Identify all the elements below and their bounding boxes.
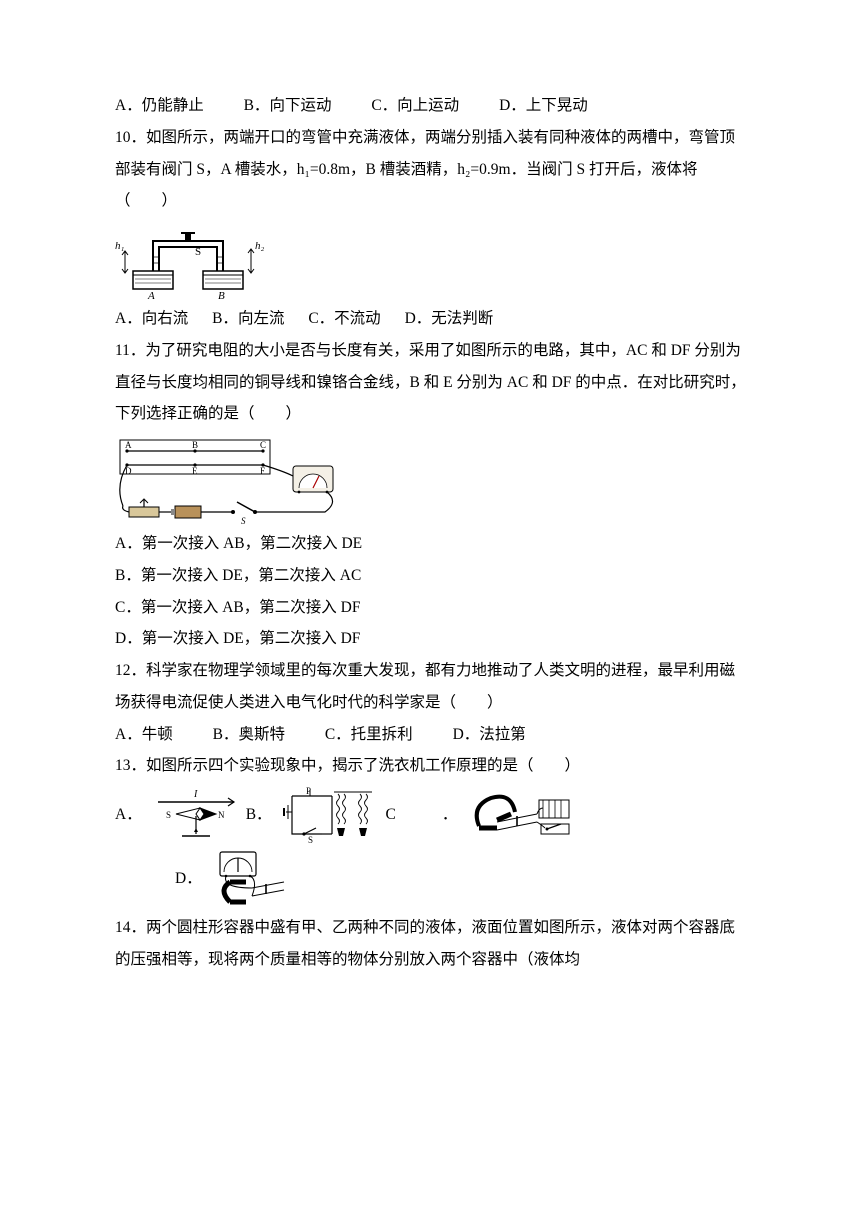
q9-option-b: B．向下运动 — [244, 97, 350, 114]
q13-label-d: D． — [175, 863, 202, 895]
q11-figure: ABC DEF S — [115, 436, 750, 526]
q9-c-text: 向上运动 — [397, 97, 459, 114]
q13-stem: 13．如图所示四个实验现象中，揭示了洗衣机工作原理的是（ ） — [115, 750, 750, 782]
q12-b-text: 奥斯特 — [238, 726, 285, 743]
q10-figure: S A B h₁ h₂ — [115, 223, 750, 301]
q12-option-a: A．牛顿 — [115, 726, 191, 743]
q10-option-a: A．向右流 — [115, 310, 198, 327]
q9-option-d: D．上下晃动 — [499, 97, 606, 114]
q10-stem: 10．如图所示，两端开口的弯管中充满液体，两端分别插入装有同种液体的两槽中，弯管… — [115, 122, 750, 217]
q9-b-text: 向下运动 — [269, 97, 331, 114]
q10-c-text: 不流动 — [334, 310, 381, 327]
svg-text:S: S — [308, 835, 313, 844]
q10-option-d: D．无法判断 — [405, 310, 504, 327]
q13-label-dot: ． — [442, 799, 458, 831]
q11-option-a: A．第一次接入 AB，第二次接入 DE — [115, 528, 750, 560]
svg-text:S: S — [241, 516, 246, 526]
q10-option-c: C．不流动 — [308, 310, 390, 327]
svg-text:A: A — [125, 440, 132, 450]
q9-a-text: 仍能静止 — [142, 97, 204, 114]
q11-stem: 11．为了研究电阻的大小是否与长度有关，采用了如图所示的电路，其中，AC 和 D… — [115, 335, 750, 430]
q12-c-text: 托里拆利 — [351, 726, 413, 743]
svg-text:h₁: h₁ — [115, 240, 125, 252]
svg-text:N: N — [218, 810, 225, 820]
q13-options-row: A． I S N B． P — [115, 786, 750, 844]
q12-option-b: B．奥斯特 — [213, 726, 303, 743]
svg-text:E: E — [192, 466, 198, 476]
q10-b-text: 向左流 — [238, 310, 285, 327]
svg-text:I: I — [193, 789, 198, 800]
q13-label-c: C — [386, 799, 396, 831]
q12-options: A．牛顿 B．奥斯特 C．托里拆利 D．法拉第 — [115, 719, 750, 751]
q12-a-text: 牛顿 — [142, 726, 173, 743]
q11-d-text: 第一次接入 DE，第二次接入 DF — [142, 630, 361, 647]
q13-option-d-row: D． — [175, 848, 750, 910]
q13-figure-a-icon: I S N — [152, 788, 240, 842]
q12-stem: 12．科学家在物理学领域里的每次重大发现，都有力地推动了人类文明的进程，最早利用… — [115, 655, 750, 719]
q9-options: A．仍能静止 B．向下运动 C．向上运动 D．上下晃动 — [115, 90, 750, 122]
svg-text:A: A — [147, 290, 155, 301]
q10-a-text: 向右流 — [142, 310, 189, 327]
q10-option-b: B．向左流 — [212, 310, 294, 327]
q11-circuit-icon: ABC DEF S — [115, 436, 345, 526]
q11-a-text: 第一次接入 AB，第二次接入 DE — [142, 535, 362, 552]
q12-option-c: C．托里拆利 — [325, 726, 431, 743]
svg-text:S: S — [195, 246, 201, 258]
q12-d-text: 法拉第 — [479, 726, 526, 743]
q11-option-c: C．第一次接入 AB，第二次接入 DF — [115, 592, 750, 624]
q10-options: A．向右流 B．向左流 C．不流动 D．无法判断 — [115, 303, 750, 335]
q9-option-a: A．仍能静止 — [115, 97, 222, 114]
svg-text:B: B — [192, 440, 198, 450]
q10-utube-icon: S A B h₁ h₂ — [115, 223, 275, 301]
q11-c-text: 第一次接入 AB，第二次接入 DF — [141, 599, 361, 616]
svg-text:F: F — [260, 466, 265, 476]
svg-text:h₂: h₂ — [255, 240, 265, 252]
q12-option-d: D．法拉第 — [453, 726, 544, 743]
q13-figure-c-icon — [467, 786, 577, 844]
q11-option-b: B．第一次接入 DE，第二次接入 AC — [115, 560, 750, 592]
q13-label-b: B． — [246, 799, 272, 831]
q9-option-c: C．向上运动 — [371, 97, 477, 114]
q11-b-text: 第一次接入 DE，第二次接入 AC — [141, 567, 361, 584]
svg-text:C: C — [260, 440, 266, 450]
q11-option-d: D．第一次接入 DE，第二次接入 DF — [115, 623, 750, 655]
q10-d-text: 无法判断 — [431, 310, 493, 327]
q13-figure-b-icon: P S — [282, 786, 380, 844]
q9-d-text: 上下晃动 — [526, 97, 588, 114]
q14-stem: 14．两个圆柱形容器中盛有甲、乙两种不同的液体，液面位置如图所示，液体对两个容器… — [115, 912, 750, 976]
q13-figure-d-icon — [212, 848, 304, 910]
svg-text:S: S — [166, 810, 171, 820]
svg-text:B: B — [218, 290, 225, 301]
q13-label-a: A． — [115, 799, 142, 831]
